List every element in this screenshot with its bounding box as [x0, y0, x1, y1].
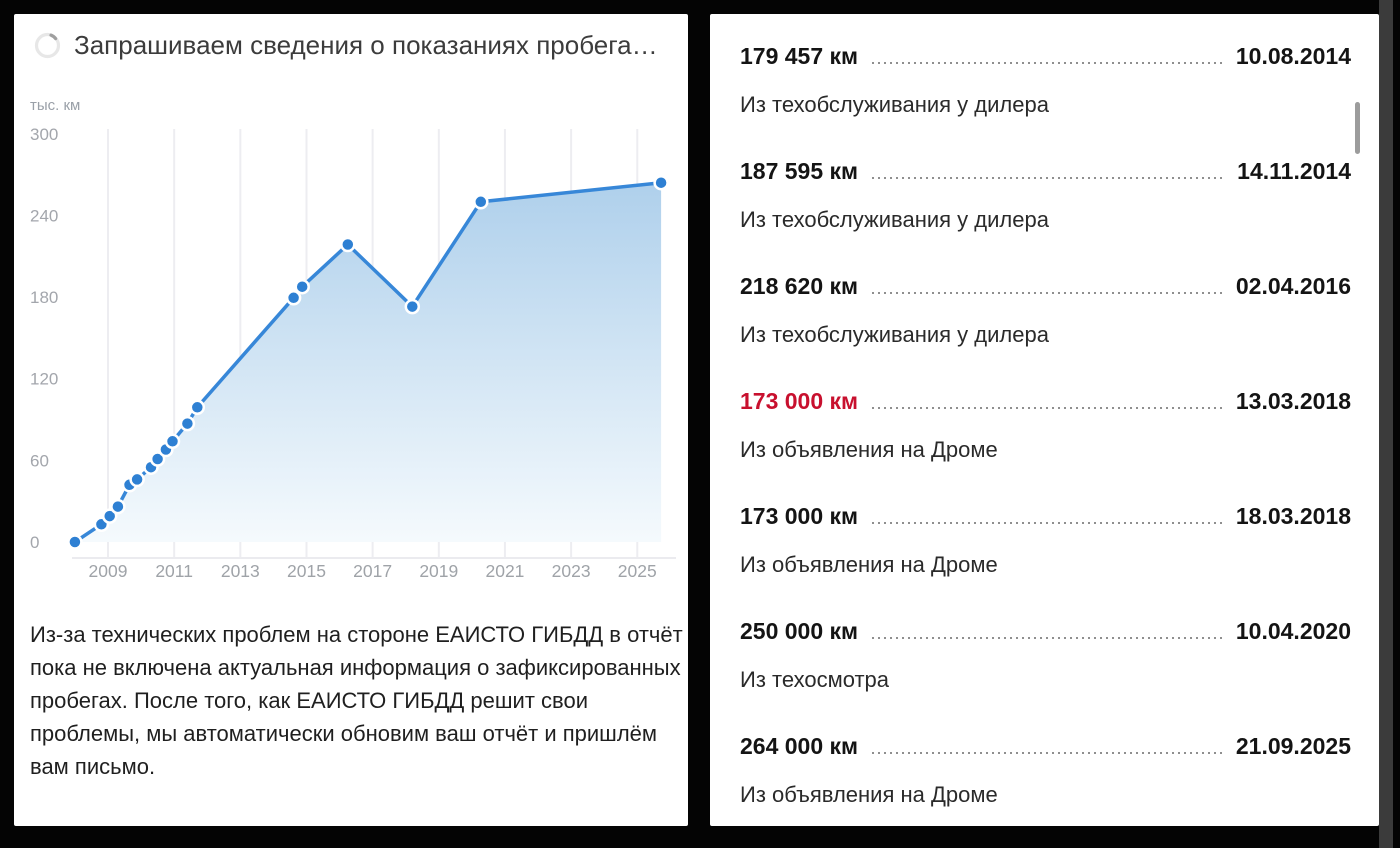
record-date: 14.11.2014 — [1237, 158, 1351, 184]
records-list: 179 457 км 10.08.2014 Из техобслуживания… — [710, 14, 1379, 808]
chart-point — [164, 433, 181, 450]
mileage-value: 173 000 км — [740, 388, 859, 414]
x-axis-tick-label: 2025 — [618, 561, 657, 581]
dotted-leader — [872, 407, 1222, 409]
chart-area — [74, 182, 662, 542]
mileage-record: 218 620 км 02.04.2016 Из техобслуживания… — [740, 272, 1351, 348]
mileage-value: 187 595 км — [740, 158, 859, 184]
mileage-chart-panel: Запрашиваем сведения о показаниях пробег… — [14, 14, 688, 826]
x-axis-tick-label: 2023 — [552, 561, 591, 581]
record-top-row: 173 000 км 18.03.2018 — [740, 502, 1351, 530]
record-top-row: 218 620 км 02.04.2016 — [740, 272, 1351, 300]
loading-spinner-icon — [34, 32, 61, 59]
chart-point — [189, 399, 206, 416]
record-source: Из объявления на Дроме — [740, 552, 998, 577]
chart-point — [294, 278, 310, 295]
x-axis-tick-label: 2013 — [221, 561, 260, 581]
mileage-record: 179 457 км 10.08.2014 Из техобслуживания… — [740, 42, 1351, 118]
x-axis-tick-label: 2009 — [89, 561, 128, 581]
record-top-row: 250 000 км 10.04.2020 — [740, 617, 1351, 645]
chart-point — [340, 236, 356, 253]
mileage-value: 218 620 км — [740, 273, 859, 299]
dotted-leader — [872, 62, 1222, 64]
y-axis-tick-label: 180 — [30, 288, 58, 307]
chart-point — [473, 194, 489, 210]
chart-point — [404, 298, 421, 315]
record-top-row: 264 000 км 21.09.2025 — [740, 732, 1351, 760]
mileage-record: 264 000 км 21.09.2025 Из объявления на Д… — [740, 732, 1351, 808]
mileage-value: 264 000 км — [740, 733, 859, 759]
chart-point — [653, 174, 669, 191]
page-title: Запрашиваем сведения о показаниях пробег… — [74, 30, 658, 60]
dotted-leader — [872, 637, 1222, 639]
x-axis-tick-label: 2015 — [287, 561, 326, 581]
y-axis-tick-label: 0 — [30, 533, 39, 552]
chart-point — [285, 290, 302, 306]
notice-text: Из-за технических проблем на стороне ЕАИ… — [30, 622, 683, 779]
y-axis-unit-label: тыс. км — [30, 97, 81, 114]
mileage-value: 250 000 км — [740, 618, 859, 644]
record-source: Из техобслуживания у дилера — [740, 92, 1049, 117]
record-date: 10.08.2014 — [1235, 43, 1351, 69]
record-source: Из техосмотра — [740, 667, 890, 692]
y-axis-tick-label: 120 — [30, 370, 58, 389]
x-axis-tick-label: 2011 — [155, 561, 193, 581]
record-date: 21.09.2025 — [1235, 733, 1351, 759]
record-date: 18.03.2018 — [1235, 503, 1351, 529]
x-axis-tick-label: 2019 — [419, 561, 458, 581]
dotted-leader — [872, 177, 1224, 179]
scrollbar-thumb[interactable] — [1355, 102, 1360, 154]
dotted-leader — [872, 752, 1222, 754]
mileage-record: 173 000 км 13.03.2018 Из объявления на Д… — [740, 387, 1351, 463]
record-top-row: 179 457 км 10.08.2014 — [740, 42, 1351, 70]
x-axis-tick-label: 2017 — [353, 561, 392, 581]
record-source: Из техобслуживания у дилера — [740, 207, 1049, 232]
chart-point — [67, 534, 83, 550]
record-top-row: 173 000 км 13.03.2018 — [740, 387, 1351, 415]
dotted-leader — [872, 292, 1222, 294]
x-axis-tick-label: 2021 — [485, 561, 524, 581]
mileage-record: 173 000 км 18.03.2018 Из объявления на Д… — [740, 502, 1351, 578]
chart-point — [110, 498, 126, 515]
record-source: Из объявления на Дроме — [740, 437, 998, 462]
record-source: Из объявления на Дроме — [740, 782, 998, 807]
record-date: 13.03.2018 — [1235, 388, 1351, 414]
mileage-value: 179 457 км — [740, 43, 859, 69]
record-source: Из техобслуживания у дилера — [740, 322, 1049, 347]
chart-point — [129, 471, 145, 488]
chart-point — [179, 415, 196, 432]
record-top-row: 187 595 км 14.11.2014 — [740, 157, 1351, 185]
y-axis-tick-label: 240 — [30, 206, 58, 225]
dotted-leader — [872, 522, 1222, 524]
frame-right-strip — [1379, 0, 1393, 848]
y-axis-tick-label: 60 — [30, 451, 49, 470]
record-date: 02.04.2016 — [1235, 273, 1351, 299]
mileage-record: 187 595 км 14.11.2014 Из техобслуживания… — [740, 157, 1351, 233]
mileage-value: 173 000 км — [740, 503, 859, 529]
mileage-chart: 300 240 180 120 60 0 2009 2011 2013 2015 2017 2019 2… — [30, 125, 676, 581]
mileage-records-panel: 179 457 км 10.08.2014 Из техобслуживания… — [710, 14, 1379, 826]
chart-header: Запрашиваем сведения о показаниях пробег… — [14, 14, 688, 61]
y-axis-tick-label: 300 — [30, 125, 58, 144]
record-date: 10.04.2020 — [1235, 618, 1351, 644]
chart-point — [149, 451, 166, 467]
mileage-record: 250 000 км 10.04.2020 Из техосмотра — [740, 617, 1351, 693]
chart-point — [101, 508, 118, 524]
